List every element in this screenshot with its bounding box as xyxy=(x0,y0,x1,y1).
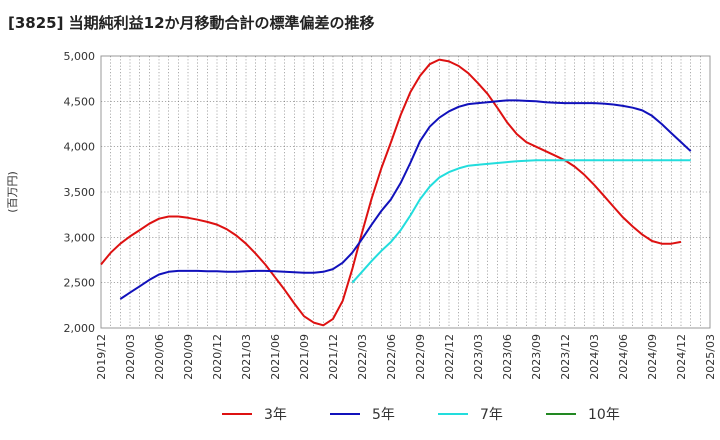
legend: 3年 5年 7年 10年 xyxy=(222,407,620,423)
legend-label: 5年 xyxy=(372,407,395,423)
x-axis: 2019/12 2020/03 2020/06 2020/09 2020/12 2021/… xyxy=(95,334,717,380)
y-axis: 2,000 2,500 3,000 3,500 4,000 4,500 5,000 xyxy=(64,50,96,335)
x-tick-label: 2024/09 xyxy=(646,334,659,380)
x-tick-label: 2020/12 xyxy=(211,334,224,380)
y-axis-label: (百万円) xyxy=(6,171,19,213)
x-tick-label: 2024/12 xyxy=(675,334,688,380)
x-tick-label: 2024/03 xyxy=(588,334,601,380)
y-tick-label: 3,500 xyxy=(64,186,96,199)
legend-label: 7年 xyxy=(480,407,503,423)
x-tick-label: 2023/09 xyxy=(530,334,543,380)
x-tick-label: 2021/03 xyxy=(240,334,253,380)
series-line-0 xyxy=(100,58,682,327)
x-tick-label: 2019/12 xyxy=(95,334,108,380)
x-tick-label: 2024/06 xyxy=(617,334,630,380)
x-tick-label: 2020/09 xyxy=(182,334,195,380)
grid-lines xyxy=(101,56,710,328)
y-tick-label: 5,000 xyxy=(64,50,96,63)
y-tick-label: 2,000 xyxy=(64,322,96,335)
x-tick-label: 2021/06 xyxy=(269,334,282,380)
x-tick-label: 2021/12 xyxy=(327,334,340,380)
legend-label: 10年 xyxy=(588,407,620,423)
x-tick-label: 2021/09 xyxy=(298,334,311,380)
x-tick-label: 2023/06 xyxy=(501,334,514,380)
x-tick-label: 2025/03 xyxy=(704,334,717,380)
x-tick-label: 2022/12 xyxy=(443,334,456,380)
y-tick-label: 3,000 xyxy=(64,231,96,244)
y-tick-label: 4,000 xyxy=(64,141,96,154)
series-layer xyxy=(100,58,692,327)
legend-label: 3年 xyxy=(264,407,287,423)
chart-title: [3825] 当期純利益12か月移動合計の標準偏差の推移 xyxy=(8,14,375,32)
x-tick-label: 2023/03 xyxy=(472,334,485,380)
x-tick-label: 2022/03 xyxy=(356,334,369,380)
y-tick-label: 4,500 xyxy=(64,95,96,108)
x-tick-label: 2022/09 xyxy=(414,334,427,380)
series-line-1 xyxy=(119,99,692,300)
x-tick-label: 2023/12 xyxy=(559,334,572,380)
x-tick-label: 2022/06 xyxy=(385,334,398,380)
y-tick-label: 2,500 xyxy=(64,277,96,290)
series-line-2 xyxy=(351,159,691,284)
x-tick-label: 2020/03 xyxy=(124,334,137,380)
x-tick-label: 2020/06 xyxy=(153,334,166,380)
